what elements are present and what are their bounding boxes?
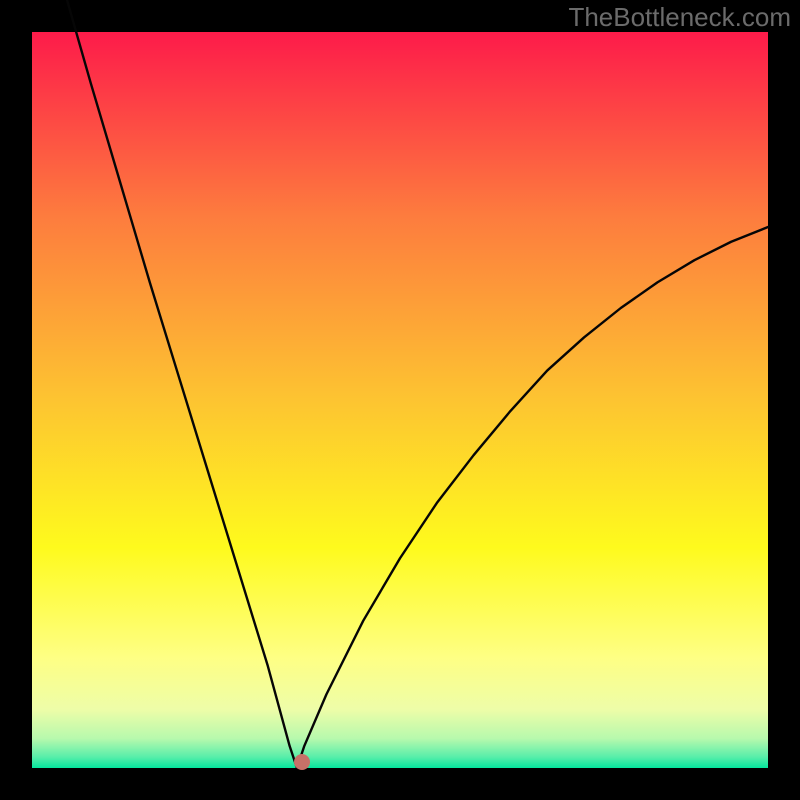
- plot-area: [32, 32, 768, 768]
- bottleneck-curve: [61, 0, 768, 768]
- curve-layer: [32, 32, 768, 768]
- watermark-text: TheBottleneck.com: [568, 2, 791, 33]
- chart-container: TheBottleneck.com: [0, 0, 800, 800]
- optimal-point-marker: [294, 754, 310, 770]
